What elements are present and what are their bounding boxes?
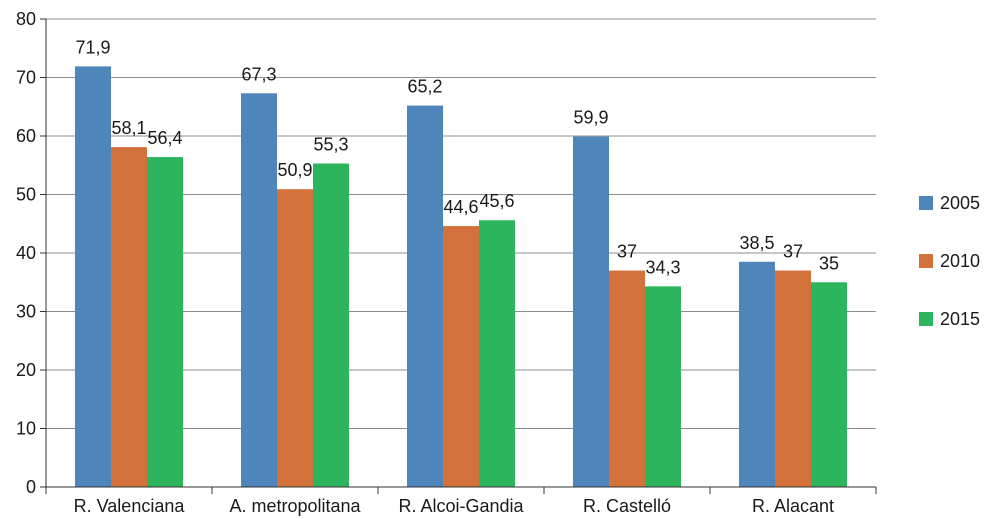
bar-2015 [645,286,681,487]
bar-2015 [147,157,183,487]
y-tick-label: 80 [16,9,36,29]
legend-swatch-2005 [919,196,933,210]
data-label: 58,1 [111,118,146,138]
x-tick-label: A. metropolitana [229,496,361,516]
x-tick-label: R. Alcoi-Gandia [398,496,524,516]
data-label: 56,4 [147,128,182,148]
y-tick-label: 10 [16,419,36,439]
data-label: 71,9 [75,37,110,57]
data-label: 50,9 [277,160,312,180]
data-label: 55,3 [313,134,348,154]
legend: 2005 2010 2015 [919,193,980,329]
legend-swatch-2015 [919,312,933,326]
y-tick-label: 0 [26,477,36,497]
data-label: 44,6 [443,197,478,217]
bar-2015 [479,220,515,488]
data-label: 67,3 [241,64,276,84]
legend-label: 2015 [940,309,980,329]
data-label: 59,9 [573,108,608,128]
y-axis: 0 10 20 30 40 50 60 70 80 [16,9,47,497]
y-tick-label: 40 [16,243,36,263]
data-labels: 71,9 58,1 56,4 67,3 50,955,3 65,2 44,6 45,6 59,9… [75,37,839,277]
data-label: 35 [819,253,839,273]
y-tick-label: 70 [16,68,36,88]
bar-2005 [407,105,443,487]
data-label: 38,5 [739,233,774,253]
data-label: 45,6 [479,191,514,211]
x-tick-label: R. Valenciana [74,496,186,516]
y-tick-label: 60 [16,126,36,146]
bar-2005 [241,93,277,488]
x-tick-label: R. Castelló [583,496,671,516]
bar-2005 [739,261,775,487]
data-label: 37 [783,242,803,262]
x-tick-label: R. Alacant [752,496,834,516]
legend-swatch-2010 [919,254,933,268]
x-axis: R. Valenciana A. metropolitana R. Alcoi-Ga… [45,486,877,516]
bar-2015 [313,163,349,487]
data-label: 34,3 [645,257,680,277]
bars [75,66,847,488]
y-tick-label: 20 [16,360,36,380]
legend-label: 2010 [940,251,980,271]
data-label: 37 [617,242,637,262]
bar-2010 [609,270,645,487]
bar-2005 [573,136,609,487]
bar-2010 [277,189,313,488]
legend-label: 2005 [940,193,980,213]
bar-2010 [111,147,147,488]
bar-2010 [775,270,811,487]
bar-2010 [443,226,479,487]
data-label: 65,2 [407,77,442,97]
y-tick-label: 30 [16,302,36,322]
bar-2005 [75,66,111,487]
y-tick-label: 50 [16,185,36,205]
bar-2015 [811,282,847,487]
